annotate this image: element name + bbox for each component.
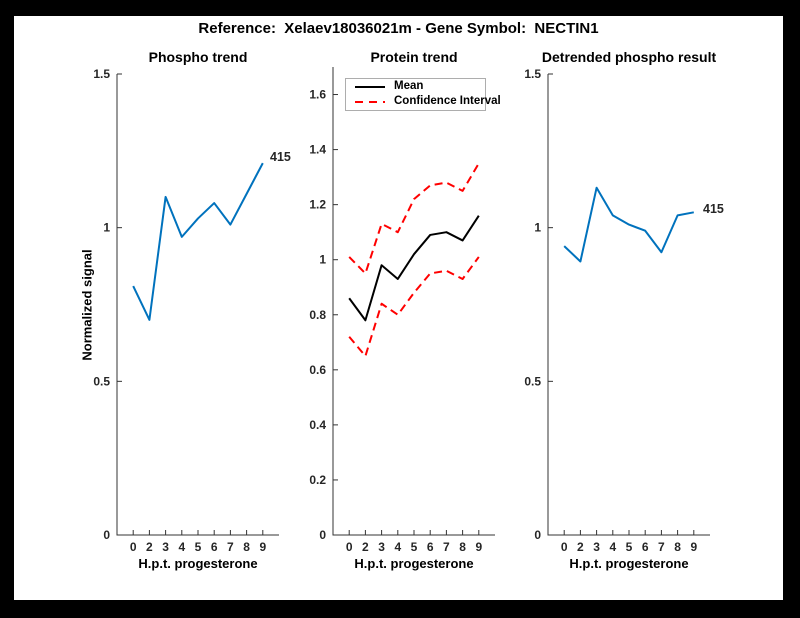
- confidence-interval-line-sample: [355, 101, 385, 103]
- y-tick-label: 1.4: [309, 143, 326, 157]
- subplot1-x-axis-label: H.p.t. progesterone: [138, 556, 258, 571]
- x-tick-label: 7: [227, 540, 234, 554]
- ci-upper-line: [348, 162, 480, 275]
- x-tick-label: 9: [690, 540, 697, 554]
- y-tick-label: 1: [534, 221, 541, 235]
- x-tick-label: 4: [394, 540, 401, 554]
- y-tick-label: 0.5: [93, 374, 110, 388]
- y-tick-label: 0: [534, 528, 541, 542]
- x-tick-label: 0: [130, 540, 137, 554]
- x-tick-label: 3: [378, 540, 385, 554]
- y-tick-label: 1: [103, 221, 110, 235]
- x-tick-label: 6: [211, 540, 218, 554]
- y-tick-label: 1.2: [309, 198, 326, 212]
- y-tick-label: 0.8: [309, 308, 326, 322]
- figure-title: Reference: Xelaev18036021m - Gene Symbol…: [198, 20, 599, 37]
- x-tick-label: 6: [642, 540, 649, 554]
- x-tick-label: 5: [626, 540, 633, 554]
- y-tick-label: 0.5: [524, 374, 541, 388]
- subplot3-title: Detrended phospho result: [541, 49, 717, 65]
- x-tick-label: 9: [259, 540, 266, 554]
- y-tick-label: 0: [319, 528, 326, 542]
- legend-row-ci: Confidence Interval: [355, 95, 501, 109]
- x-tick-label: 7: [658, 540, 665, 554]
- legend-label-mean: Mean: [394, 80, 424, 93]
- y-tick-label: 0.4: [309, 418, 326, 432]
- ci-lower-line: [348, 256, 480, 358]
- x-tick-label: 0: [561, 540, 568, 554]
- legend-label-confidence-interval: Confidence Interval: [394, 95, 501, 108]
- x-tick-label: 4: [609, 540, 616, 554]
- x-tick-label: 8: [459, 540, 466, 554]
- y-tick-label: 0.2: [309, 473, 326, 487]
- x-tick-label: 8: [674, 540, 681, 554]
- x-tick-label: 5: [411, 540, 418, 554]
- x-tick-label: 2: [362, 540, 369, 554]
- x-tick-label: 3: [162, 540, 169, 554]
- figure-canvas: Reference: Xelaev18036021m - Gene Symbol…: [14, 16, 783, 600]
- subplot1-title: Phospho trend: [148, 49, 248, 65]
- x-tick-label: 7: [443, 540, 450, 554]
- legend-box: Mean Confidence Interval: [345, 78, 501, 111]
- x-tick-label: 0: [346, 540, 353, 554]
- y-tick-label: 1.5: [524, 67, 541, 81]
- mean-line: [348, 215, 480, 322]
- subplot3-x-axis-label: H.p.t. progesterone: [569, 556, 689, 571]
- y-tick-label: 1.6: [309, 88, 326, 102]
- x-tick-label: 3: [593, 540, 600, 554]
- plots-canvas: 00.511.50 2 3 4 5 6 7 8 900.20.40.60.811.21.41.6…: [93, 67, 710, 554]
- x-tick-label: 2: [577, 540, 584, 554]
- subplot-1: 00.511.50 2 3 4 5 6 7 8 9: [93, 67, 279, 554]
- subplot-3: 00.511.50 2 3 4 5 6 7 8 9: [524, 67, 710, 554]
- detrended-signal-line: [563, 186, 694, 263]
- x-tick-label: 4: [178, 540, 185, 554]
- x-tick-label: 2: [146, 540, 153, 554]
- subplot-2: 00.20.40.60.811.21.41.60 2 3 4 5 6 7 8 9: [309, 67, 495, 554]
- axes-spines: [547, 74, 710, 536]
- mean-line-sample: [355, 86, 385, 88]
- legend-row-mean: Mean: [355, 80, 485, 94]
- annotation-415-subplot1: 415: [270, 150, 291, 164]
- x-tick-label: 9: [475, 540, 482, 554]
- phospho-signal-line: [132, 162, 264, 321]
- axes-spines: [332, 67, 495, 536]
- x-tick-label: 5: [195, 540, 202, 554]
- x-tick-label: 8: [243, 540, 250, 554]
- y-tick-label: 1.5: [93, 67, 110, 81]
- subplot2-x-axis-label: H.p.t. progesterone: [354, 556, 474, 571]
- y-tick-label: 1: [319, 253, 326, 267]
- annotation-415-subplot3: 415: [703, 202, 724, 216]
- y-tick-label: 0: [103, 528, 110, 542]
- x-tick-label: 6: [427, 540, 434, 554]
- subplot2-title: Protein trend: [370, 49, 458, 65]
- y-tick-label: 0.6: [309, 363, 326, 377]
